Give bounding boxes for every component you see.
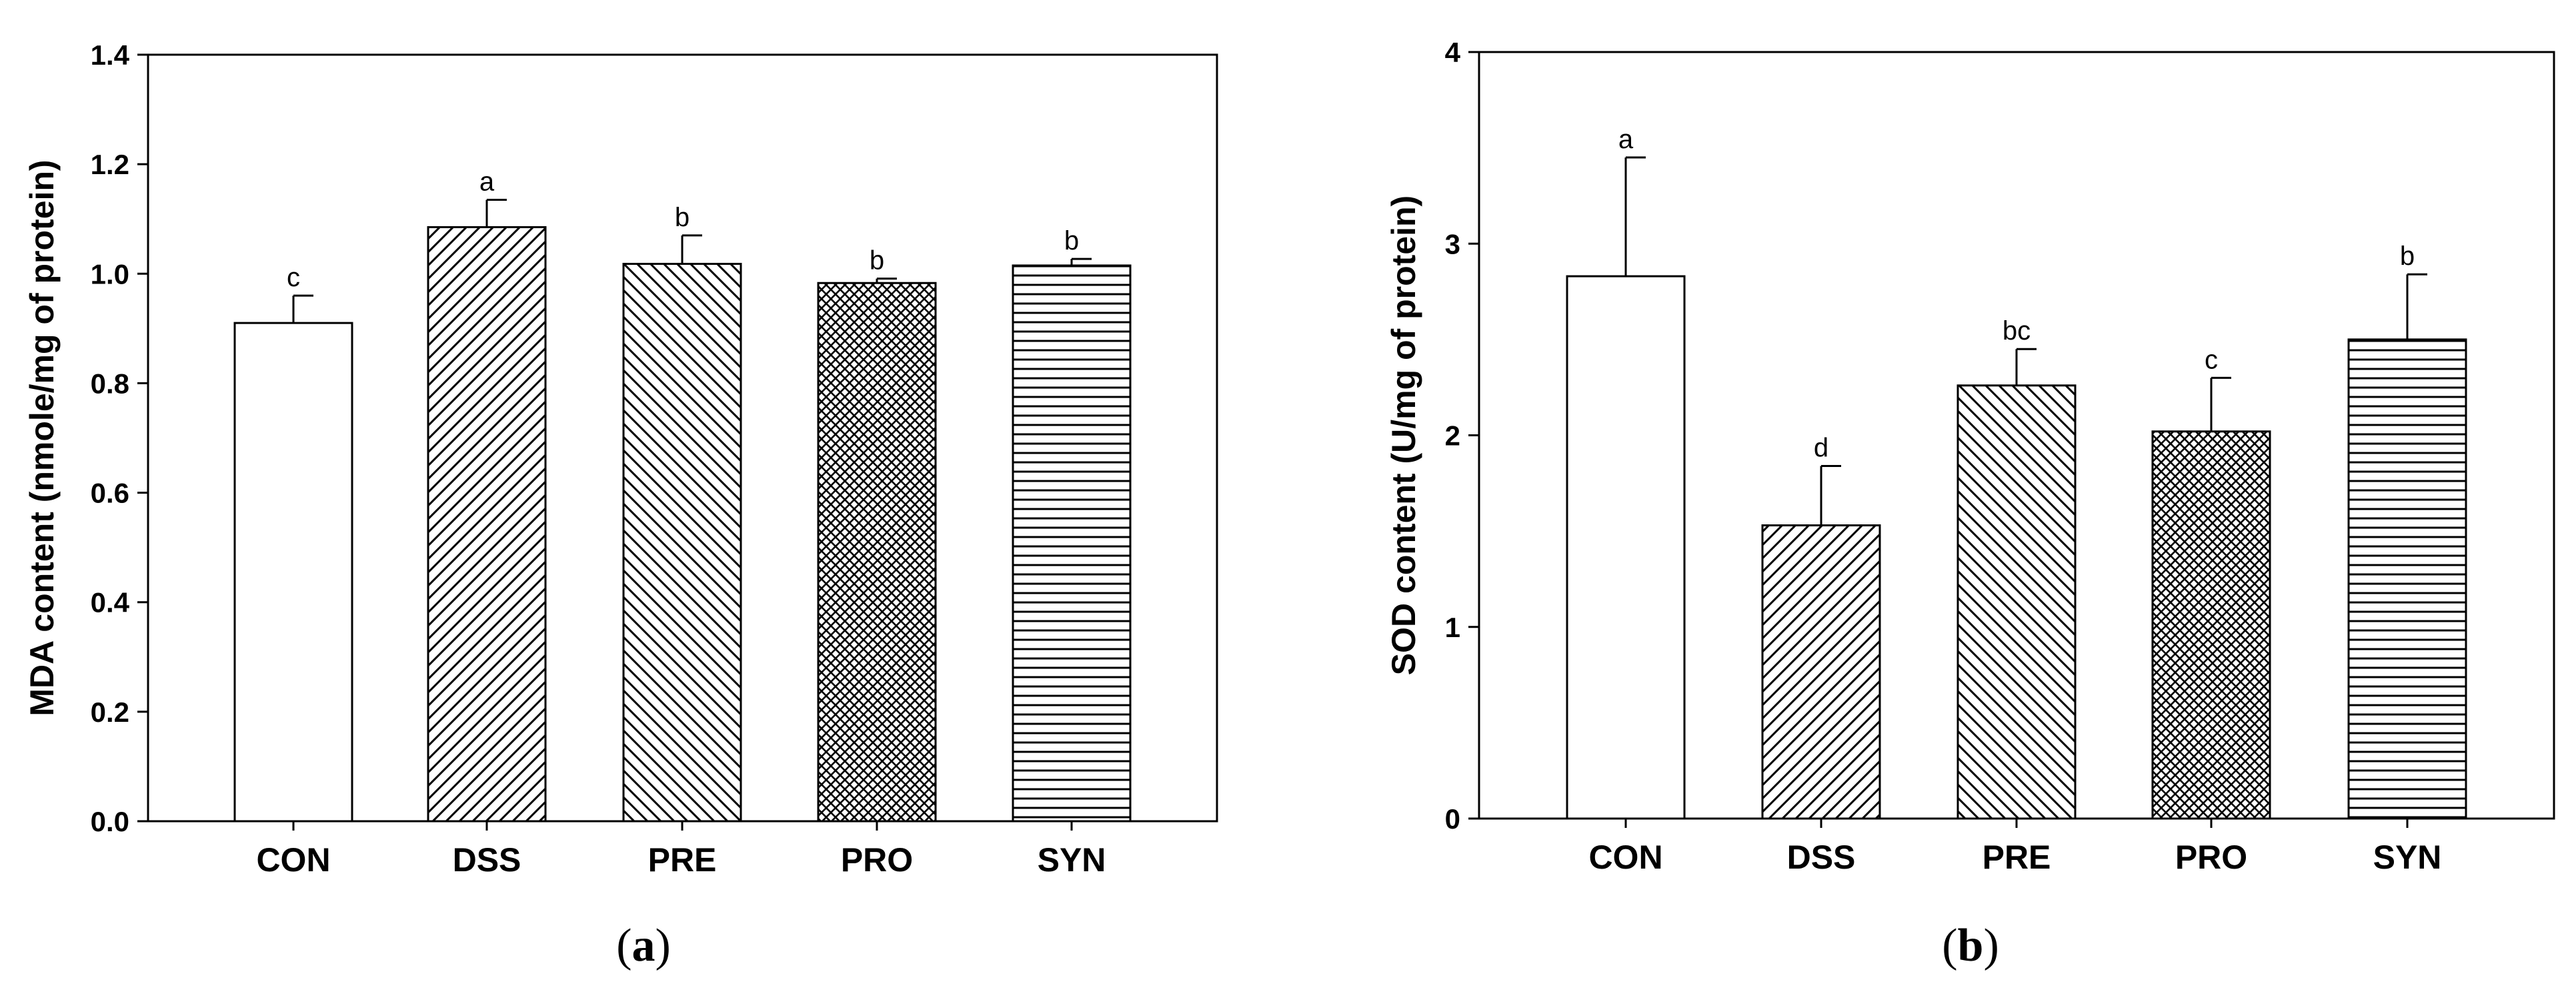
panel-b-significance-pre: bc (2003, 316, 2031, 346)
panel-a-chart: 0.0 0.2 0.4 0.6 0.8 1.0 1.2 1.4 MDA content (nmo… (23, 39, 1218, 879)
panel-b-category-label-con: CON (1588, 839, 1662, 876)
panel-b-significance-syn: b (2400, 241, 2415, 271)
panel-b-caption-letter: b (1958, 920, 1984, 971)
panel-a-significance-dss: a (479, 167, 495, 196)
panel-a-caption: (a) (616, 920, 671, 971)
panel-a-category-label-syn: SYN (1038, 841, 1106, 879)
panel-b-bar-syn (2347, 338, 2467, 820)
panel-b-significance-pro: c (2205, 345, 2218, 374)
panel-a-ytick-label: 1.4 (91, 39, 130, 71)
panel-a-ytick-label: 0.6 (91, 478, 129, 509)
panel-a-bar-dss (427, 226, 547, 823)
panel-b-significance-con: a (1618, 125, 1634, 154)
panel-a-ytick-label: 0.0 (91, 806, 129, 837)
panel-b-category-label-pro: PRO (2175, 839, 2247, 876)
panel-a-category-label-pre: PRE (648, 841, 717, 879)
panel-b-category-label-pre: PRE (1983, 839, 2051, 876)
panel-a-category-label-dss: DSS (453, 841, 521, 879)
panel-a-significance-pro: b (870, 246, 884, 276)
panel-a-bar-pre (622, 263, 742, 823)
panel-a-caption-letter: a (632, 920, 656, 971)
panel-a-ytick-label: 1.2 (91, 149, 129, 180)
panel-b-bar-con (1566, 275, 1686, 820)
panel-b-ytick-label: 0 (1445, 803, 1460, 835)
panel-b-category-label-dss: DSS (1787, 839, 1856, 876)
panel-a-significance-con: c (287, 263, 300, 292)
panel-b-bar-pro (2151, 430, 2271, 820)
panel-b-category-label-syn: SYN (2373, 839, 2442, 876)
panel-b-ytick-label: 4 (1445, 37, 1461, 68)
panel-a-bar-con (233, 322, 353, 823)
panel-b-bar-pre (1957, 384, 2077, 820)
panel-a-significance-pre: b (675, 203, 690, 232)
panel-a-ytick-label: 0.8 (91, 368, 129, 399)
panel-b-bar-dss (1761, 524, 1881, 820)
panel-b-ytick-label: 3 (1445, 228, 1460, 260)
panel-a-ytick-label: 0.4 (91, 587, 130, 618)
panel-a-ytick-label: 1.0 (91, 258, 129, 290)
panel-b-caption: (b) (1942, 920, 1999, 971)
panel-a-category-label-con: CON (256, 841, 330, 879)
panel-a-ytick-label: 0.2 (91, 696, 129, 728)
panel-b-ytick-label: 1 (1445, 612, 1460, 643)
panel-a-significance-syn: b (1064, 226, 1079, 256)
panel-b-y-axis-title: SOD content (U/mg of protein) (1385, 195, 1422, 675)
panel-a-bar-pro (817, 282, 937, 823)
panel-a-y-axis-title: MDA content (nmole/mg of protein) (23, 159, 61, 716)
panel-a-bar-syn (1012, 264, 1132, 823)
panel-a-category-label-pro: PRO (841, 841, 913, 879)
panel-b-ytick-label: 2 (1445, 420, 1460, 452)
panel-b-chart: 0 1 2 3 4 SOD content (U/mg of protein) a CON d D… (1385, 37, 2555, 876)
panel-b-significance-dss: d (1814, 433, 1828, 462)
